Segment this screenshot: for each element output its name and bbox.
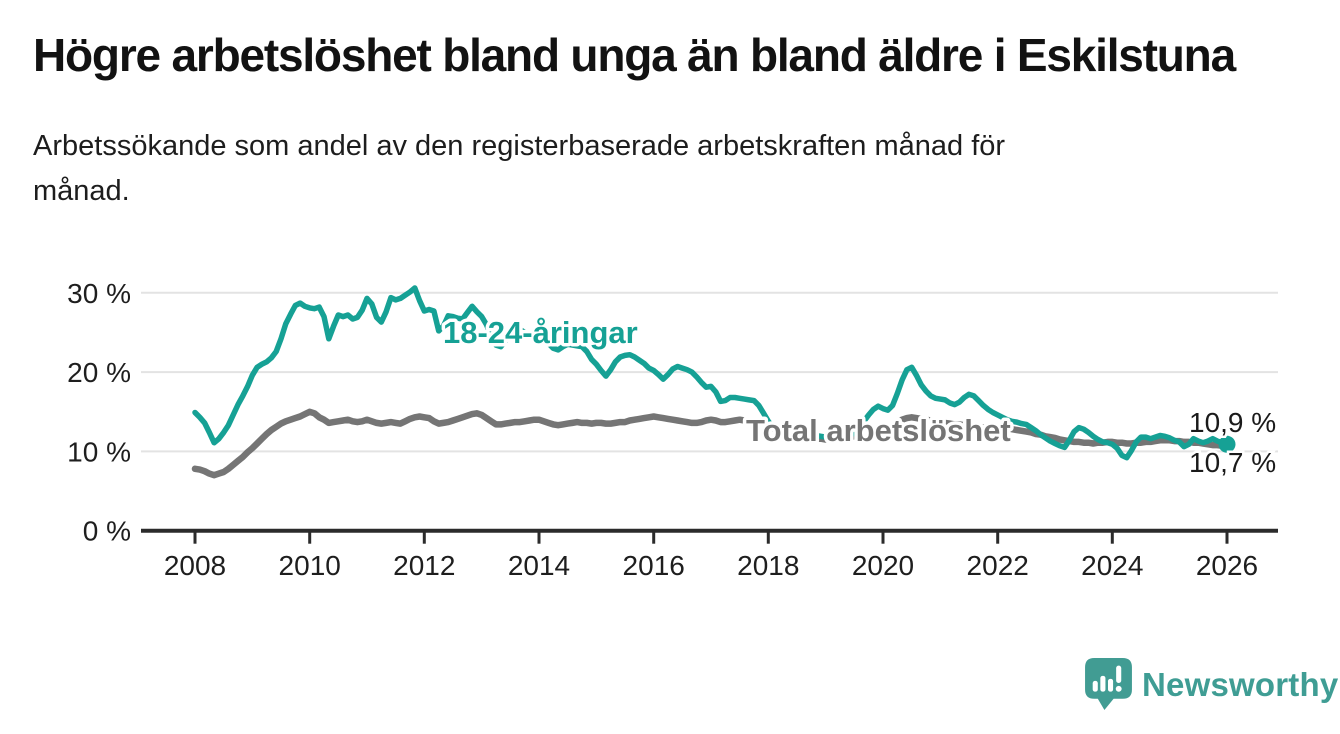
x-tick-label: 2016	[623, 550, 685, 581]
x-tick-label: 2010	[279, 550, 341, 581]
axis-tick-labels: 2008 2010 2012 2014 2016 2018 2020 2022 2024 2026…	[67, 278, 1258, 581]
x-tick-label: 2020	[852, 550, 914, 581]
x-tick-label: 2014	[508, 550, 570, 581]
page-subtitle: Arbetssökande som andel av den registerb…	[33, 130, 1006, 207]
end-value-youth: 10,9 %	[1189, 407, 1276, 438]
series-lines	[191, 285, 1236, 479]
x-tick-label: 2018	[737, 550, 799, 581]
series-label-youth: 18-24-åringar	[443, 315, 638, 350]
series-label-total: Total arbetslöshet	[746, 413, 1011, 448]
y-tick-label: 30 %	[67, 278, 131, 309]
x-tick-label: 2026	[1196, 550, 1258, 581]
y-tick-label: 20 %	[67, 357, 131, 388]
page-title: Högre arbetslöshet bland unga än bland ä…	[33, 29, 1236, 81]
y-tick-label: 0 %	[83, 516, 131, 547]
series-line-youth	[192, 285, 1230, 461]
newsworthy-wordmark: Newsworthy	[1142, 665, 1339, 703]
x-tick-label: 2024	[1081, 550, 1143, 581]
x-tick-label: 2012	[393, 550, 455, 581]
end-value-total: 10,7 %	[1189, 447, 1276, 478]
newsworthy-bubble-chart-icon	[1085, 658, 1132, 710]
series-line-total	[191, 408, 1231, 479]
x-tick-label: 2008	[164, 550, 226, 581]
newsworthy-logo: Newsworthy	[1085, 658, 1338, 711]
series-end-dot	[1218, 435, 1236, 453]
y-tick-label: 10 %	[67, 436, 131, 467]
gridlines	[141, 291, 1278, 453]
x-tick-label: 2022	[967, 550, 1029, 581]
x-axis	[141, 528, 1278, 544]
